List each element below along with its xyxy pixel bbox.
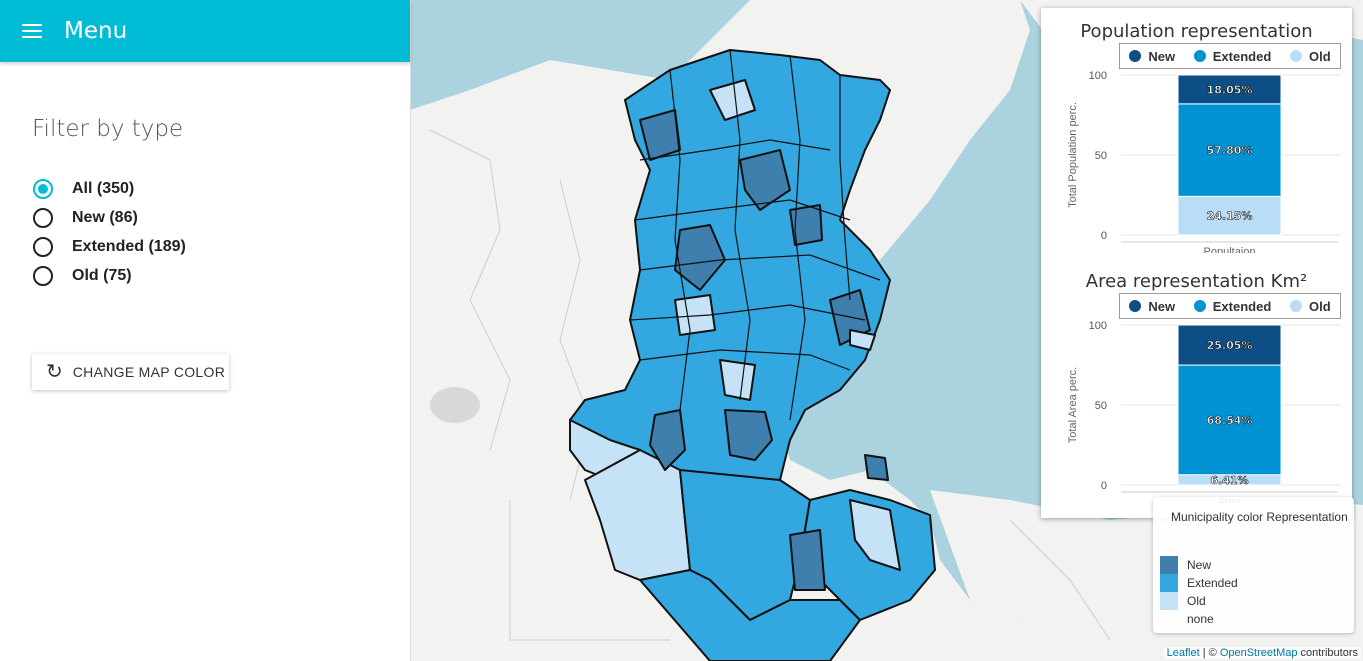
filter-option-label: New (86) (72, 208, 138, 226)
map-legend-label: Extended (1187, 576, 1238, 590)
refresh-icon: ↻ (46, 361, 63, 383)
attribution-suffix: contributors (1297, 647, 1358, 659)
attribution-separator: | © (1199, 647, 1220, 659)
swatch-old (1160, 592, 1178, 610)
map-legend-item-old: Old (1160, 592, 1206, 610)
change-map-color-button[interactable]: ↻ CHANGE MAP COLOR (32, 354, 229, 390)
change-map-color-label: CHANGE MAP COLOR (72, 364, 226, 380)
legend-old-dot (1289, 300, 1302, 312)
data-label: 57.80% (1207, 144, 1253, 157)
swatch-new (1160, 556, 1178, 574)
y-tick-label: 50 (1095, 150, 1107, 162)
legend-item-new[interactable]: New (1129, 49, 1175, 64)
map-legend-item-extended: Extended (1160, 574, 1238, 592)
radio-all[interactable] (33, 178, 53, 199)
filter-option-new[interactable]: New (86) (33, 203, 186, 232)
menu-icon[interactable] (22, 24, 42, 38)
legend-item-new[interactable]: New (1129, 299, 1175, 314)
filter-option-label: Extended (189) (72, 237, 186, 255)
menu-title: Menu (64, 18, 128, 44)
area-chart-legend: New Extended Old (1119, 293, 1341, 319)
map-legend-item-none: none (1160, 610, 1214, 628)
filter-option-all[interactable]: All (350) (33, 174, 186, 203)
sidebar: Menu Filter by type All (350) New (86) E… (0, 0, 411, 661)
legend-item-old[interactable]: Old (1289, 298, 1331, 314)
y-tick-label: 0 (1101, 480, 1107, 492)
legend-item-extended[interactable]: Extended (1193, 298, 1272, 314)
data-label: 25.05% (1207, 339, 1253, 352)
legend-extended-dot (1193, 50, 1206, 62)
map-legend-item-new: New (1160, 556, 1211, 574)
data-label: 6.41% (1210, 474, 1248, 487)
radio-old[interactable] (33, 265, 53, 286)
legend-label: Old (1308, 48, 1331, 64)
data-label: 18.05% (1207, 83, 1253, 96)
chart-panel: Population representation New Extended O… (1041, 8, 1352, 518)
radio-extended[interactable] (33, 236, 53, 257)
legend-label: Extended (1212, 48, 1272, 64)
filter-option-label: Old (75) (72, 266, 132, 284)
population-chart: 100 50 0 Total Population perc. 24.15% 57.80%… (1067, 70, 1341, 253)
x-category-label: Popultaion (1204, 246, 1256, 253)
data-label: 24.15% (1207, 210, 1253, 223)
legend-new-dot (1129, 300, 1142, 312)
legend-label: Extended (1212, 298, 1272, 314)
filter-option-extended[interactable]: Extended (189) (33, 232, 186, 261)
swatch-extended (1160, 574, 1178, 592)
top-bar: Menu (0, 0, 410, 62)
legend-old-dot (1289, 50, 1302, 62)
map-attribution: Leaflet | © OpenStreetMap contributors (1163, 647, 1361, 659)
y-tick-label: 100 (1089, 320, 1107, 332)
legend-label: New (1148, 48, 1176, 64)
y-axis-label: Total Area perc. (1067, 367, 1079, 443)
map-legend-label: Old (1187, 594, 1206, 608)
tunisia-municipalities[interactable] (569, 49, 936, 661)
population-chart-legend: New Extended Old (1119, 43, 1341, 69)
map-legend: Municipality color Representation New Ex… (1153, 497, 1354, 633)
bar-segment-new[interactable] (1177, 324, 1282, 366)
filter-option-label: All (350) (72, 179, 135, 197)
leaflet-link[interactable]: Leaflet (1166, 647, 1200, 659)
data-label: 68.54% (1207, 414, 1253, 427)
legend-extended-dot (1193, 300, 1206, 312)
bar-segment-old[interactable] (1177, 195, 1282, 236)
legend-label: Old (1308, 298, 1331, 314)
y-axis-label: Total Population perc. (1067, 102, 1079, 208)
filter-radio-group: All (350) New (86) Extended (189) Old (7… (33, 174, 186, 290)
filter-title: Filter by type (32, 116, 184, 142)
map-legend-title: Municipality color Representation (1171, 510, 1348, 524)
bar-segment-extended[interactable] (1177, 103, 1282, 197)
population-chart-title: Population representation (1080, 21, 1313, 42)
y-tick-label: 50 (1095, 400, 1107, 412)
legend-item-old[interactable]: Old (1289, 48, 1331, 64)
y-tick-label: 100 (1089, 70, 1107, 82)
swatch-none (1160, 610, 1178, 628)
legend-new-dot (1129, 50, 1142, 62)
map-legend-label: New (1187, 558, 1212, 572)
legend-label: New (1148, 298, 1176, 314)
map-legend-label: none (1187, 612, 1214, 626)
filter-option-old[interactable]: Old (75) (33, 261, 186, 290)
y-tick-label: 0 (1101, 230, 1107, 242)
osm-link[interactable]: OpenStreetMap (1219, 647, 1298, 659)
bar-segment-new[interactable] (1177, 74, 1282, 105)
bar-segment-extended[interactable] (1177, 364, 1282, 476)
legend-item-extended[interactable]: Extended (1193, 48, 1272, 64)
radio-new[interactable] (33, 207, 53, 228)
area-chart-title: Area representation Km² (1085, 271, 1308, 292)
